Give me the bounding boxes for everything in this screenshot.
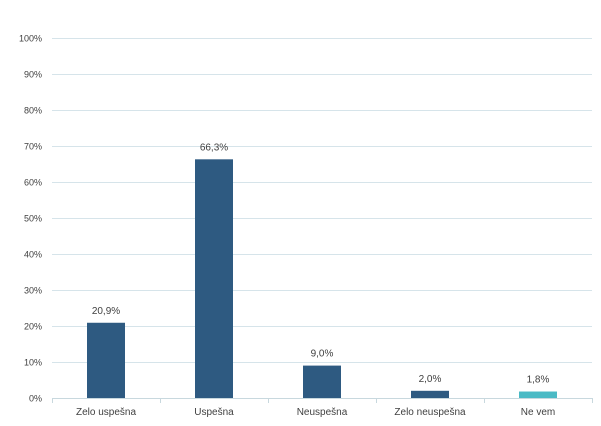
- y-tick-label: 60%: [24, 178, 42, 188]
- data-label: 20,9%: [92, 306, 120, 317]
- category-label: Neuspešna: [297, 407, 348, 418]
- y-tick-label: 70%: [24, 142, 42, 152]
- data-label: 2,0%: [419, 374, 442, 385]
- data-label: 66,3%: [200, 142, 228, 153]
- data-label: 9,0%: [311, 349, 334, 360]
- data-label: 1,8%: [527, 375, 550, 386]
- y-tick-label: 40%: [24, 250, 42, 260]
- y-tick-label: 10%: [24, 358, 42, 368]
- category-label: Zelo neuspešna: [394, 407, 466, 418]
- y-tick-label: 30%: [24, 286, 42, 296]
- y-tick-label: 20%: [24, 322, 42, 332]
- bar: [411, 390, 449, 398]
- bar: [519, 391, 557, 398]
- y-tick-label: 100%: [19, 34, 42, 44]
- y-axis-tick-labels: 0% 10% 20% 30% 40% 50% 60% 70% 80% 90% 100%: [19, 34, 42, 404]
- y-tick-label: 90%: [24, 70, 42, 80]
- category-label: Zelo uspešna: [76, 407, 136, 418]
- bar: [195, 159, 233, 398]
- y-tick-label: 0%: [29, 394, 42, 404]
- data-labels: 20,9% 66,3% 9,0% 2,0% 1,8%: [92, 142, 550, 385]
- bar: [87, 322, 125, 398]
- bars: [87, 159, 557, 398]
- y-tick-label: 50%: [24, 214, 42, 224]
- bar: [303, 365, 341, 398]
- category-label: Ne vem: [521, 407, 555, 418]
- x-axis-category-labels: Zelo uspešna Uspešna Neuspešna Zelo neuspeš…: [76, 407, 555, 418]
- category-label: Uspešna: [194, 407, 234, 418]
- y-tick-label: 80%: [24, 106, 42, 116]
- gridlines: [52, 38, 593, 403]
